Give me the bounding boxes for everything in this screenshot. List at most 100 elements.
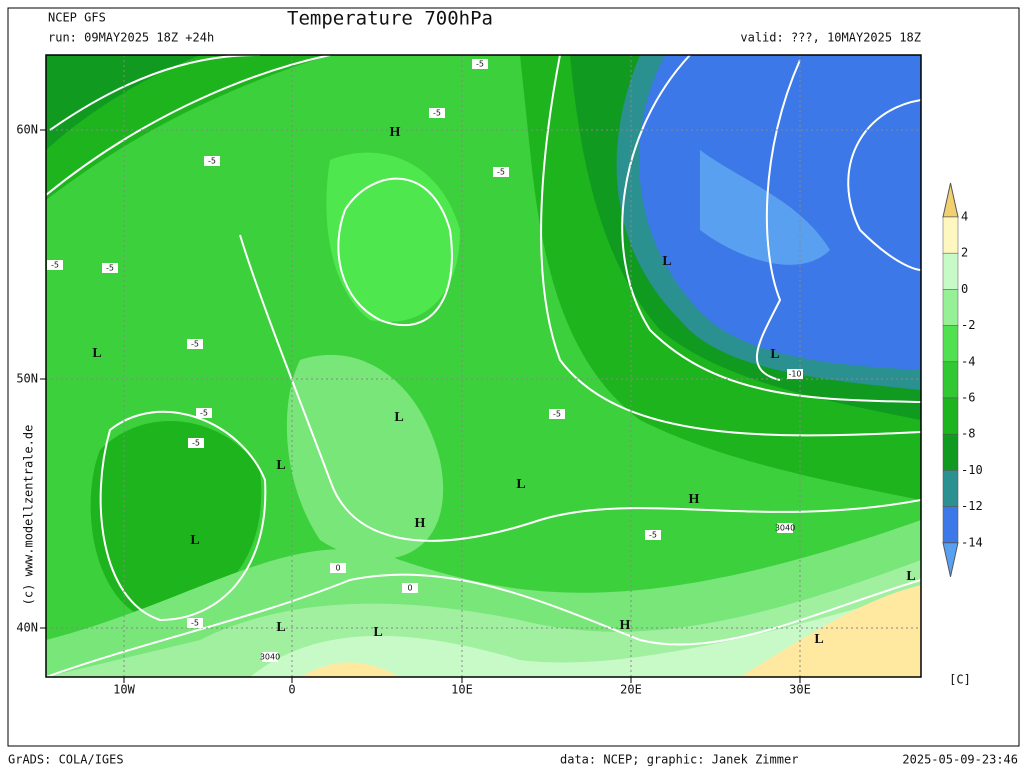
credit: data: NCEP; graphic: Janek Zimmer — [560, 753, 798, 767]
lat-label: 60N — [16, 123, 38, 137]
lon-label: 20E — [620, 683, 642, 697]
colorbar-segment — [942, 361, 959, 399]
colorbar-label: -12 — [961, 499, 983, 513]
lon-label: 30E — [789, 683, 811, 697]
pressure-center: L — [276, 458, 285, 473]
contour-label: -5 — [429, 108, 445, 118]
contour-label: 0 — [402, 583, 418, 593]
pressure-center: L — [394, 410, 403, 425]
contour-label: -5 — [47, 260, 63, 270]
colorbar-segment — [942, 506, 959, 544]
contour-label-text: -5 — [553, 410, 561, 419]
contour-label-text: -5 — [191, 340, 199, 349]
colorbar-segment — [942, 470, 959, 507]
contour-label-bg — [777, 523, 793, 533]
colorbar-segment — [942, 433, 959, 471]
pressure-center: L — [373, 625, 382, 640]
contour-label-text: 3040 — [775, 524, 795, 533]
contour-label: -5 — [188, 438, 204, 448]
contour-label: -5 — [102, 263, 118, 273]
colorbar-label: -8 — [961, 427, 975, 441]
contour-label-text: 0 — [407, 584, 412, 593]
contour-label-text: -10 — [788, 370, 801, 379]
lon-label: 0 — [288, 683, 295, 697]
contour-label: -5 — [187, 618, 203, 628]
title: Temperature 700hPa — [287, 8, 493, 30]
valid-time: valid: ???, 10MAY2025 18Z — [740, 31, 921, 45]
run: run: 09MAY2025 18Z +24h — [48, 31, 214, 45]
contour-label-text: -5 — [497, 168, 505, 177]
pressure-center: H — [689, 492, 700, 507]
contour-label-bg — [429, 108, 445, 118]
pressure-center: H — [620, 618, 631, 633]
contour-label-bg — [196, 408, 212, 418]
contour-label-text: -5 — [51, 261, 59, 270]
pressure-center: H — [390, 125, 401, 140]
contour-label-bg — [645, 530, 661, 540]
contour-label-bg — [787, 369, 803, 379]
contour-label-bg — [262, 652, 278, 662]
colorbar-top — [942, 182, 959, 218]
colorbar-label: -2 — [961, 318, 975, 332]
contour-label-bg — [102, 263, 118, 273]
copyright: (c) www.modellzentrale.de — [22, 425, 36, 606]
pressure-center: L — [662, 254, 671, 269]
contour-label: -5 — [645, 530, 661, 540]
contour-label-bg — [330, 563, 346, 573]
colorbar-label: 2 — [961, 246, 968, 260]
timestamp: 2025-05-09-23:46 — [902, 753, 1018, 767]
contour-label-text: -5 — [191, 619, 199, 628]
contour-label-text: -5 — [208, 157, 216, 166]
contour-label-bg — [47, 260, 63, 270]
lat-label: 50N — [16, 372, 38, 386]
pressure-center: L — [276, 620, 285, 635]
colorbar-label: -14 — [961, 535, 983, 549]
colorbar-segment — [942, 252, 959, 290]
contour-label-bg — [493, 167, 509, 177]
colorbar-label: 4 — [961, 210, 968, 224]
map-border — [45, 54, 922, 678]
contour-label: 0 — [330, 563, 346, 573]
contour-label-bg — [204, 156, 220, 166]
contour-label: -10 — [787, 369, 803, 379]
colorbar-label: -6 — [961, 391, 975, 405]
contour-label: -5 — [204, 156, 220, 166]
contour-label: -5 — [187, 339, 203, 349]
colorbar: 4 2 0 -2 -4 -6 -8 -10 -12 -14 — [942, 182, 983, 577]
pressure-center: L — [770, 347, 779, 362]
unit: [C] — [949, 673, 971, 687]
map-field — [46, 55, 921, 677]
colorbar-segment — [942, 325, 959, 363]
contour-label-text: -5 — [106, 264, 114, 273]
lon-label: 10W — [113, 683, 135, 697]
colorbar-segment — [942, 216, 959, 254]
contour-label-text: -5 — [200, 409, 208, 418]
colorbar-label: -10 — [961, 463, 983, 477]
pressure-center: L — [814, 632, 823, 647]
map-labels: 60N 50N 40N 10W 0 10E 20E 30E H H H H L L L L L L L L L L L -5 -… — [16, 59, 916, 697]
pressure-center: L — [906, 569, 915, 584]
colorbar-bottom — [942, 542, 959, 577]
colorbar-segment — [942, 289, 959, 326]
lat-label: 40N — [16, 621, 38, 635]
contour-label-bg — [188, 438, 204, 448]
software: GrADS: COLA/IGES — [8, 753, 124, 767]
contour-label: -5 — [196, 408, 212, 418]
contour-label-bg — [187, 618, 203, 628]
pressure-center: H — [415, 516, 426, 531]
contour-label-bg — [549, 409, 565, 419]
contour-label-bg — [187, 339, 203, 349]
colorbar-segment — [942, 397, 959, 435]
contour-label: -5 — [549, 409, 565, 419]
contour-label-text: 0 — [335, 564, 340, 573]
contour-label-bg — [472, 59, 488, 69]
lon-label: 10E — [451, 683, 473, 697]
contour-label-text: -5 — [433, 109, 441, 118]
contour-label-text: -5 — [476, 60, 484, 69]
frame — [7, 7, 1020, 747]
contour-label-bg — [402, 583, 418, 593]
contour-label-text: 3040 — [260, 653, 280, 662]
colorbar-label: -4 — [961, 354, 975, 368]
contour-label: -5 — [493, 167, 509, 177]
